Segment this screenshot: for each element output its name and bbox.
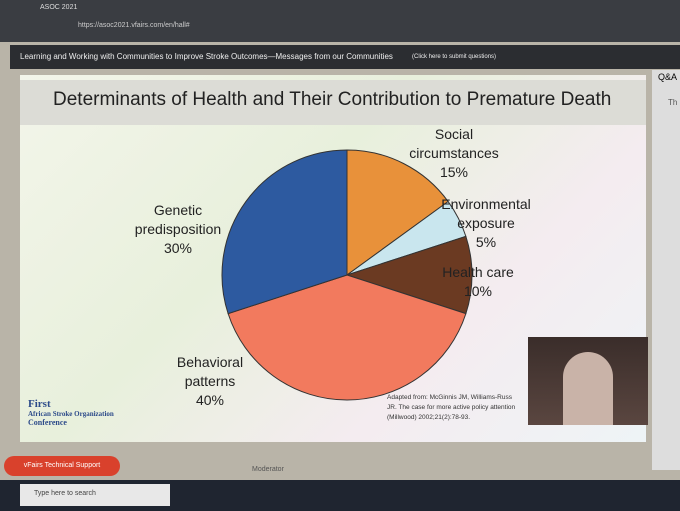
header-bar: Learning and Working with Communities to…: [10, 45, 680, 69]
question-link[interactable]: (Click here to submit questions): [412, 54, 497, 60]
slice-label: Social circumstances 15%: [404, 125, 504, 182]
citation-line: JR. The case for more active policy atte…: [387, 404, 516, 411]
video[interactable]: [528, 337, 648, 425]
slice-value: 5%: [475, 234, 497, 250]
browser-bar: ASOC 2021 https://asoc2021.vfairs.com/en…: [0, 0, 680, 42]
speaker: [563, 352, 613, 425]
tab[interactable]: ASOC 2021: [40, 4, 78, 11]
pie-chart: [221, 149, 473, 401]
taskbar: Type here to search: [0, 480, 680, 511]
logo-line: First: [28, 398, 51, 410]
search-box[interactable]: Type here to search: [20, 484, 170, 506]
citation: Adapted from: McGinnis JM, Williams-Russ…: [387, 393, 537, 423]
logo-line: African Stroke Organization: [28, 410, 114, 418]
qa-tab[interactable]: Q&A: [658, 72, 678, 82]
title-band: [20, 80, 646, 125]
citation-line: Adapted from: McGinnis JM, Williams-Russ: [387, 394, 512, 401]
slice-name: Social circumstances: [409, 126, 499, 161]
pie-slice: [227, 274, 467, 401]
slice-value: 15%: [439, 164, 469, 180]
url[interactable]: https://asoc2021.vfairs.com/en/hall#: [78, 22, 190, 29]
slide: Determinants of Health and Their Contrib…: [20, 75, 646, 442]
chart-title: Determinants of Health and Their Contrib…: [53, 89, 612, 110]
slice-label: Behavioral patterns 40%: [160, 353, 260, 410]
logo: First African Stroke Organization Confer…: [28, 398, 114, 427]
slice-label: Health care 10%: [428, 263, 528, 301]
slice-label: Environmental exposure 5%: [436, 195, 536, 252]
pie-slice: [345, 235, 473, 315]
panel-text: Th: [668, 98, 678, 107]
citation-line: (Millwood) 2002;21(2):78-93.: [387, 414, 471, 421]
logo-line: Conference: [28, 418, 67, 427]
search-text: Type here to search: [34, 490, 96, 497]
side-panel: Q&A Th: [652, 70, 680, 470]
support-text: vFairs Technical Support: [23, 462, 101, 469]
slice-label: Genetic predisposition 30%: [128, 201, 228, 258]
slice-name: Behavioral patterns: [176, 354, 244, 389]
support-button[interactable]: vFairs Technical Support: [4, 456, 120, 476]
slice-name: Environmental exposure: [441, 196, 531, 231]
pie-slice: [221, 149, 348, 315]
slice-value: 10%: [463, 283, 493, 299]
pie-slice: [346, 149, 449, 276]
moderator: Moderator: [252, 466, 284, 473]
slice-name: Genetic predisposition: [134, 202, 222, 237]
header-title: Learning and Working with Communities to…: [20, 52, 393, 61]
slice-name: Health care: [442, 264, 514, 280]
slice-value: 40%: [195, 392, 225, 408]
slice-value: 30%: [163, 240, 193, 256]
